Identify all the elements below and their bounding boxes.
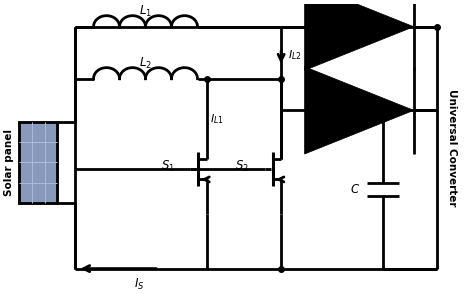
Polygon shape <box>305 0 414 70</box>
Text: $I_S$: $I_S$ <box>134 277 144 292</box>
Text: $S_1$: $S_1$ <box>161 159 174 174</box>
Text: $I_{L2}$: $I_{L2}$ <box>288 48 301 62</box>
Text: $L_1$: $L_1$ <box>139 4 152 19</box>
FancyBboxPatch shape <box>19 122 57 203</box>
Text: $D_2$: $D_2$ <box>337 123 352 138</box>
Text: Universal Converter: Universal Converter <box>447 89 457 206</box>
Text: $D_1$: $D_1$ <box>341 4 357 19</box>
Polygon shape <box>305 67 414 154</box>
Text: Solar panel: Solar panel <box>3 129 13 196</box>
Text: $S_2$: $S_2$ <box>235 159 249 174</box>
Text: $C$: $C$ <box>350 183 360 196</box>
Text: $I_{L1}$: $I_{L1}$ <box>210 113 224 126</box>
Text: $L_2$: $L_2$ <box>139 56 152 71</box>
